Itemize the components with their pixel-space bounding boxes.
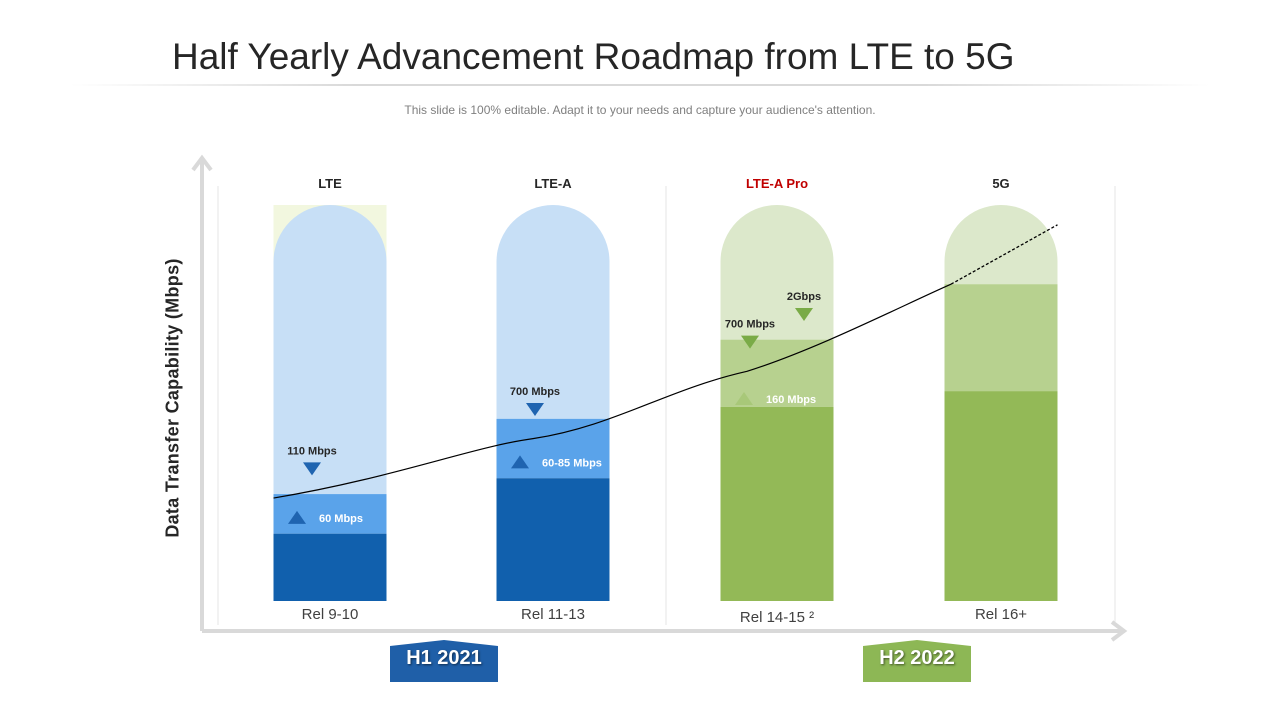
marker-label: 700 Mbps <box>510 386 560 398</box>
trend-line <box>273 283 952 499</box>
period-label: H1 2021 <box>406 647 482 669</box>
down-triangle-marker <box>526 403 544 416</box>
trend-group <box>273 224 1058 499</box>
bar-peak-lte <box>273 205 387 495</box>
marker-label: 2Gbps <box>787 291 821 303</box>
release-label: Rel 16+ <box>975 606 1027 623</box>
bar-peak-lte-a <box>496 205 610 419</box>
markers-group: 110 Mbps 700 Mbps 700 Mbps 2Gbps 60 Mbps 60-8… <box>287 291 821 525</box>
bar-peak-5g <box>944 205 1058 285</box>
category-label: LTE-A Pro <box>746 176 808 191</box>
badge-shape <box>390 640 498 682</box>
category-label: LTE <box>318 176 342 191</box>
marker-label: 60 Mbps <box>319 513 363 525</box>
bar-base-lte-a <box>496 478 610 601</box>
bars-group <box>273 205 1058 601</box>
up-triangle-marker <box>735 392 753 406</box>
release-label: Rel 11-13 <box>521 606 585 623</box>
down-triangle-marker <box>741 335 759 349</box>
slide-subtitle: This slide is 100% editable. Adapt it to… <box>404 103 876 117</box>
period-badge-h2: H2 2022 <box>863 640 971 682</box>
trend-line-projection <box>950 224 1058 285</box>
up-triangle-marker <box>511 455 529 469</box>
category-label: 5G <box>992 176 1009 191</box>
marker-label: 110 Mbps <box>287 445 337 457</box>
release-label: Rel 14-15 ² <box>740 609 814 626</box>
axes-group <box>191 154 1128 642</box>
bar-base-5g <box>944 391 1058 601</box>
release-label: Rel 9-10 <box>302 606 359 623</box>
period-badge-h1: H1 2021 <box>390 640 498 682</box>
column-separators <box>217 186 1116 625</box>
down-triangle-marker <box>303 462 321 476</box>
bar-typical-lte <box>273 494 387 534</box>
title-divider <box>70 84 1210 86</box>
up-triangle-marker <box>288 510 306 524</box>
category-label: LTE-A <box>534 176 572 191</box>
marker-label: 60-85 Mbps <box>542 457 602 469</box>
marker-label: 160 Mbps <box>766 394 816 406</box>
badge-shape <box>863 640 971 682</box>
down-triangle-marker <box>795 307 813 321</box>
marker-label: 700 Mbps <box>725 319 775 331</box>
slide-title: Half Yearly Advancement Roadmap from LTE… <box>172 36 1015 77</box>
y-axis-arrowhead <box>191 154 213 172</box>
bar-typical-5g <box>944 284 1058 392</box>
period-label: H2 2022 <box>879 647 955 669</box>
bar-base-lte <box>273 533 387 601</box>
bar-base-lte-a-pro <box>720 406 834 601</box>
labels-group: LTE Rel 9-10 LTE-A Rel 11-13 LTE-A Pro Rel 14… <box>302 176 1028 626</box>
x-axis-arrowhead <box>1110 620 1128 642</box>
bar-peak-lte-a-pro <box>720 205 834 340</box>
